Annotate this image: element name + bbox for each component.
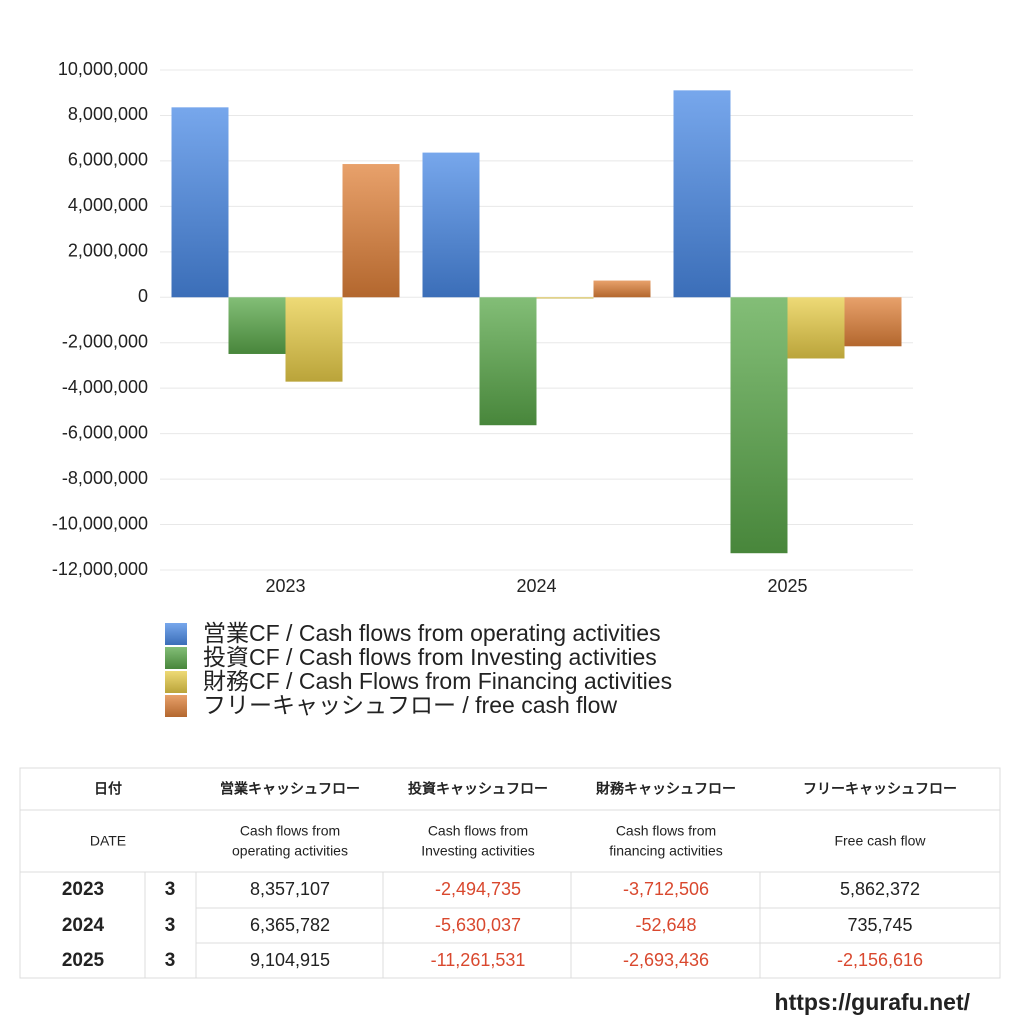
legend-label: フリーキャッシュフロー / free cash flow (203, 692, 617, 718)
table-header: フリーキャッシュフロー (803, 781, 957, 797)
bar (730, 297, 788, 554)
x-tick-label: 2025 (767, 576, 807, 596)
table-cell: -5,630,037 (435, 915, 521, 935)
bar (171, 107, 229, 298)
y-tick-label: 4,000,000 (68, 195, 148, 215)
table-cell: 2024 (62, 915, 105, 936)
y-tick-label: 2,000,000 (68, 241, 148, 261)
table-header: 財務キャッシュフロー (595, 781, 736, 797)
legend-label: 財務CF / Cash Flows from Financing activit… (203, 668, 672, 694)
y-tick-label: -6,000,000 (62, 422, 148, 442)
bar (844, 297, 902, 347)
legend-label: 投資CF / Cash flows from Investing activit… (203, 644, 657, 670)
table-subheader: Cash flows from (616, 823, 716, 839)
table-cell: -2,156,616 (837, 950, 923, 970)
x-tick-label: 2024 (516, 576, 556, 596)
y-tick-label: 10,000,000 (58, 59, 148, 79)
table-subheader: Cash flows from (240, 823, 340, 839)
bar (342, 164, 400, 298)
x-tick-label: 2023 (265, 576, 305, 596)
bar (787, 297, 845, 359)
y-tick-label: -8,000,000 (62, 468, 148, 488)
y-tick-label: -10,000,000 (52, 513, 148, 533)
table-subheader: financing activities (609, 843, 723, 859)
table-cell: 3 (165, 915, 176, 936)
bar (479, 297, 537, 426)
bar (593, 280, 651, 298)
table-subheader: Free cash flow (834, 833, 926, 849)
legend-swatch (165, 671, 187, 693)
legend-label: 営業CF / Cash flows from operating activit… (203, 620, 661, 646)
bar (536, 297, 594, 299)
table-header: 日付 (94, 781, 122, 797)
table-cell: -52,648 (635, 915, 696, 935)
bar (285, 297, 343, 382)
table-header: 投資キャッシュフロー (408, 781, 548, 797)
table-cell: 6,365,782 (250, 915, 330, 935)
legend-swatch (165, 647, 187, 669)
table-subheader: DATE (90, 833, 126, 849)
y-tick-label: -2,000,000 (62, 331, 148, 351)
table-cell: 3 (165, 950, 176, 971)
y-tick-label: -12,000,000 (52, 559, 148, 579)
y-tick-label: 0 (138, 286, 148, 306)
table-cell: -3,712,506 (623, 879, 709, 899)
bar (673, 90, 731, 298)
table-cell: 5,862,372 (840, 879, 920, 899)
table-cell: 2025 (62, 950, 105, 971)
bar (422, 152, 480, 298)
table-cell: 9,104,915 (250, 950, 330, 970)
bar (228, 297, 286, 354)
y-tick-label: 8,000,000 (68, 104, 148, 124)
legend-swatch (165, 695, 187, 717)
table-subheader: operating activities (232, 843, 348, 859)
y-tick-label: 6,000,000 (68, 150, 148, 170)
table-cell: 2023 (62, 879, 104, 900)
legend-swatch (165, 623, 187, 645)
table-subheader: Investing activities (421, 843, 535, 859)
table-cell: -2,693,436 (623, 950, 709, 970)
table-cell: 735,745 (847, 915, 912, 935)
y-tick-label: -4,000,000 (62, 377, 148, 397)
table-cell: 8,357,107 (250, 879, 330, 899)
table-header: 営業キャッシュフロー (220, 781, 360, 797)
table-cell: 3 (165, 879, 176, 900)
table-cell: -11,261,531 (431, 950, 526, 970)
table-subheader: Cash flows from (428, 823, 528, 839)
table-cell: -2,494,735 (435, 879, 521, 899)
footer-url: https://gurafu.net/ (775, 989, 971, 1015)
table-frame (19, 767, 1001, 979)
table-border (19, 767, 1001, 979)
